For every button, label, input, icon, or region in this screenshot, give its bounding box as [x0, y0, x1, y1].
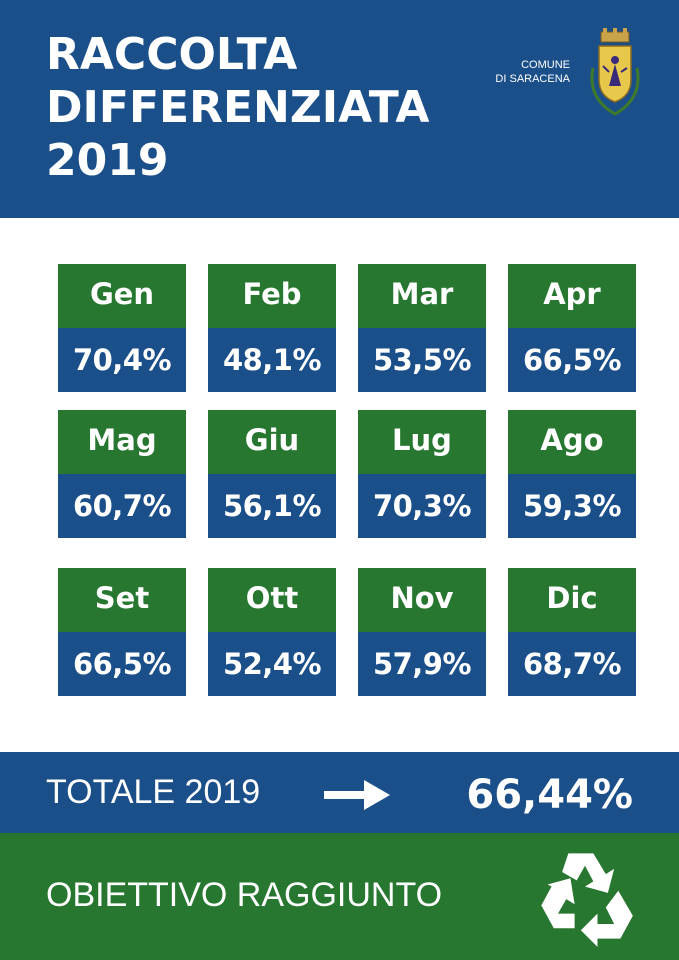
comune-label: COMUNE DI SARACENA: [478, 58, 570, 86]
month-label: Ago: [508, 410, 636, 474]
title-line-3: 2019: [46, 135, 169, 186]
month-value: 56,1%: [208, 474, 336, 538]
month-label: Mag: [58, 410, 186, 474]
month-value: 70,3%: [358, 474, 486, 538]
month-value: 60,7%: [58, 474, 186, 538]
saracena-coat-of-arms-icon: [590, 28, 640, 116]
arrow-right-icon: [324, 780, 390, 810]
month-card-ott: Ott 52,4%: [208, 568, 336, 696]
month-card-ago: Ago 59,3%: [508, 410, 636, 538]
month-card-set: Set 66,5%: [58, 568, 186, 696]
month-value: 66,5%: [508, 328, 636, 392]
month-card-giu: Giu 56,1%: [208, 410, 336, 538]
month-card-gen: Gen 70,4%: [58, 264, 186, 392]
month-value: 48,1%: [208, 328, 336, 392]
month-value: 68,7%: [508, 632, 636, 696]
month-value: 53,5%: [358, 328, 486, 392]
monthly-grid: Gen 70,4% Feb 48,1% Mar 53,5% Apr 66,5% …: [58, 264, 636, 696]
total-value: 66,44%: [466, 772, 633, 818]
title-line-1: RACCOLTA: [46, 29, 298, 80]
title-line-2: DIFFERENZIATA: [46, 82, 430, 133]
comune-line-2: DI SARACENA: [495, 73, 570, 85]
month-card-dic: Dic 68,7%: [508, 568, 636, 696]
footer-banner: OBIETTIVO RAGGIUNTO: [0, 833, 679, 960]
month-card-mag: Mag 60,7%: [58, 410, 186, 538]
goal-reached-label: OBIETTIVO RAGGIUNTO: [46, 876, 443, 914]
page-title: RACCOLTA DIFFERENZIATA 2019: [46, 28, 429, 187]
month-card-feb: Feb 48,1%: [208, 264, 336, 392]
month-label: Feb: [208, 264, 336, 328]
total-bar: TOTALE 2019 66,44%: [0, 752, 679, 833]
month-label: Dic: [508, 568, 636, 632]
month-label: Nov: [358, 568, 486, 632]
header-banner: RACCOLTA DIFFERENZIATA 2019 COMUNE DI SA…: [0, 0, 679, 218]
month-value: 52,4%: [208, 632, 336, 696]
month-label: Lug: [358, 410, 486, 474]
month-value: 66,5%: [58, 632, 186, 696]
month-label: Set: [58, 568, 186, 632]
comune-line-1: COMUNE: [521, 59, 570, 71]
total-label: TOTALE 2019: [46, 773, 261, 811]
month-card-apr: Apr 66,5%: [508, 264, 636, 392]
month-card-mar: Mar 53,5%: [358, 264, 486, 392]
month-label: Ott: [208, 568, 336, 632]
month-value: 59,3%: [508, 474, 636, 538]
recycle-icon: [541, 853, 633, 947]
month-label: Giu: [208, 410, 336, 474]
month-label: Apr: [508, 264, 636, 328]
month-card-lug: Lug 70,3%: [358, 410, 486, 538]
month-label: Mar: [358, 264, 486, 328]
month-value: 57,9%: [358, 632, 486, 696]
month-label: Gen: [58, 264, 186, 328]
month-value: 70,4%: [58, 328, 186, 392]
month-card-nov: Nov 57,9%: [358, 568, 486, 696]
